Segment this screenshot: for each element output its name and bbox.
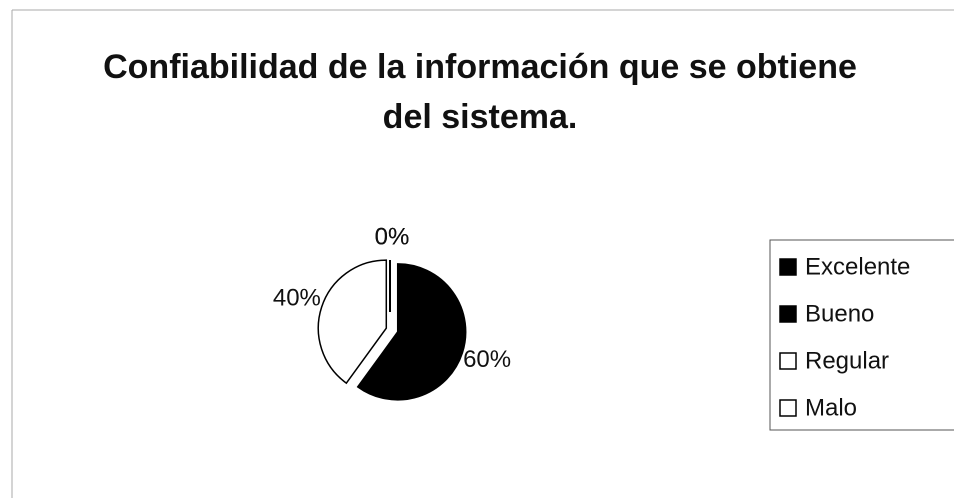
slice [356, 263, 467, 401]
data-label: 40% [273, 284, 321, 311]
slice [317, 259, 388, 385]
data-label: 0% [375, 223, 410, 250]
data-label: 60% [463, 346, 511, 373]
data-label: 0% [375, 223, 410, 250]
legend-swatch [779, 258, 797, 276]
legend-label: Excelente [805, 253, 910, 280]
legend-swatch [779, 352, 797, 370]
legend-label: Malo [805, 394, 857, 421]
legend-box [769, 239, 954, 431]
legend-label: Bueno [805, 300, 874, 327]
legend-swatch [779, 305, 797, 323]
legend-swatch [779, 399, 797, 417]
chart-title: Confiabilidad de la información que se o… [103, 48, 857, 136]
legend-label: Regular [805, 347, 889, 374]
